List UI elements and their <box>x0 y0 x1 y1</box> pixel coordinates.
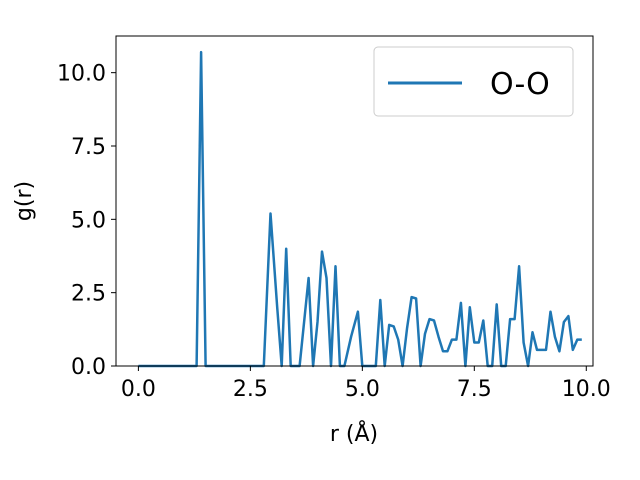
y-tick-label: 2.5 <box>71 282 106 307</box>
x-tick-label: 0.0 <box>121 377 156 402</box>
y-tick-label: 0.0 <box>71 355 106 380</box>
data-point <box>576 339 578 341</box>
data-point <box>335 265 337 267</box>
y-axis-label: g(r) <box>12 181 37 221</box>
data-point <box>482 320 484 322</box>
data-point <box>424 333 426 335</box>
y-axis-ticks: 0.0 2.5 5.0 7.5 10.0 <box>57 62 116 380</box>
x-tick-label: 5.0 <box>345 377 380 402</box>
data-point <box>572 349 574 351</box>
data-point <box>550 311 552 313</box>
x-axis-ticks: 0.0 2.5 5.0 7.5 10.0 <box>121 366 611 402</box>
data-point <box>379 299 381 301</box>
data-point <box>442 350 444 352</box>
data-point <box>518 265 520 267</box>
data-point <box>406 327 408 329</box>
data-point <box>541 349 543 351</box>
data-point <box>357 311 359 313</box>
data-point <box>478 342 480 344</box>
x-tick-label: 10.0 <box>562 377 611 402</box>
data-point <box>509 318 511 320</box>
data-point <box>433 320 435 322</box>
series-line-0 <box>138 50 582 368</box>
data-point <box>388 324 390 326</box>
x-tick-label: 2.5 <box>233 377 268 402</box>
y-tick-label: 5.0 <box>71 208 106 233</box>
data-point <box>558 350 560 352</box>
data-point <box>308 277 310 279</box>
data-point <box>451 339 453 341</box>
data-point <box>554 336 556 338</box>
data-point <box>545 349 547 351</box>
data-point <box>536 349 538 351</box>
legend-frame <box>373 46 574 117</box>
data-point <box>455 339 457 341</box>
x-axis-label: r (Å) <box>330 420 378 447</box>
legend-label: O-O <box>490 67 550 102</box>
data-point <box>460 302 462 304</box>
data-point <box>581 339 583 341</box>
data-point <box>532 331 534 333</box>
data-point <box>446 350 448 352</box>
series-layer <box>138 50 583 368</box>
data-point <box>326 277 328 279</box>
x-tick-label: 7.5 <box>457 377 492 402</box>
data-point <box>270 213 272 215</box>
data-point <box>276 306 278 308</box>
data-point <box>397 339 399 341</box>
data-point <box>429 318 431 320</box>
data-point <box>523 342 525 344</box>
data-point <box>567 315 569 317</box>
plot-frame <box>115 35 594 367</box>
data-point <box>393 325 395 327</box>
data-point <box>514 318 516 320</box>
data-point <box>321 251 323 253</box>
data-point <box>438 336 440 338</box>
y-tick-label: 7.5 <box>71 135 106 160</box>
data-point <box>563 321 565 323</box>
data-point <box>317 321 319 323</box>
y-tick-label: 10.0 <box>57 62 106 87</box>
data-point <box>473 342 475 344</box>
data-point <box>496 303 498 305</box>
data-point <box>200 51 202 53</box>
data-point <box>350 336 352 338</box>
data-point <box>469 306 471 308</box>
data-point <box>415 298 417 300</box>
legend: O-O <box>373 46 574 117</box>
data-point <box>411 296 413 298</box>
data-point <box>285 248 287 250</box>
